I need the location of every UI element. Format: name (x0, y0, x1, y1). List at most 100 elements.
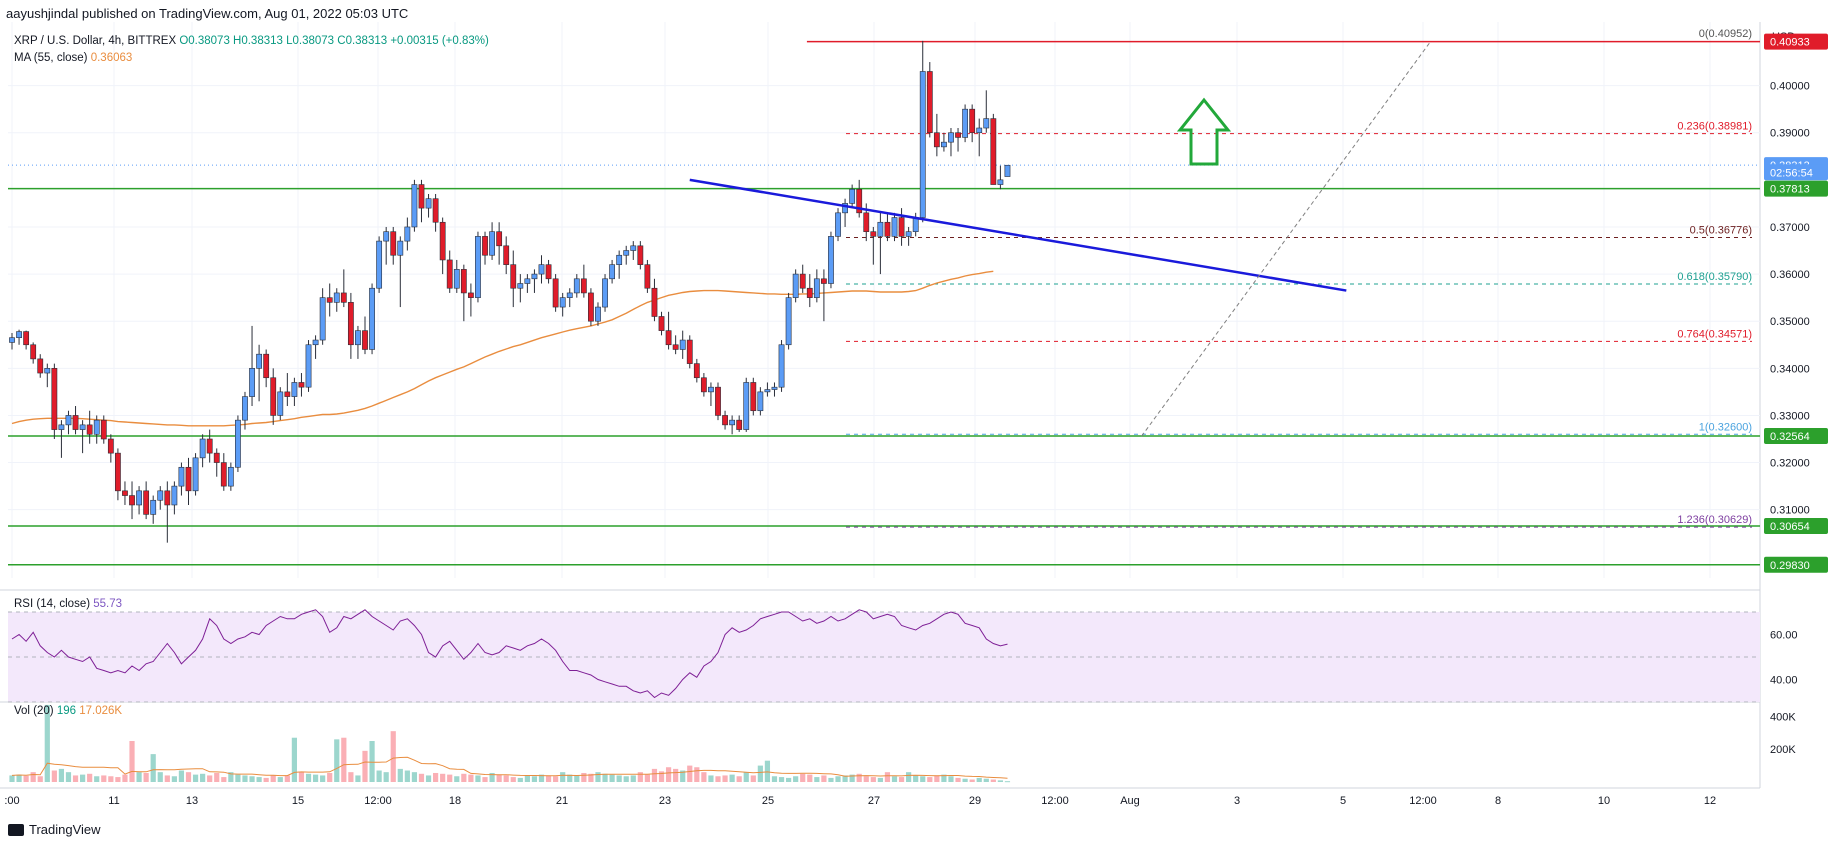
vol-value-1: 196 (56, 705, 77, 717)
candle-body (242, 396, 248, 421)
volume-bar (270, 775, 276, 782)
time-tick-label: 27 (868, 795, 880, 807)
volume-bar (221, 777, 227, 782)
fib-level-label: 0(0.40952) (1699, 28, 1752, 40)
candle-body (588, 292, 594, 322)
candle-body (538, 264, 545, 275)
candle-body (93, 419, 100, 435)
volume-bar (327, 772, 333, 782)
candle-body (778, 344, 785, 388)
volume-bar (369, 741, 375, 782)
time-tick-label: 13 (186, 795, 198, 807)
volume-bar (185, 772, 192, 782)
volume-bar (680, 770, 686, 782)
volume-bar (348, 772, 354, 782)
volume-bar (277, 777, 283, 782)
volume-bar (778, 777, 785, 782)
rsi-legend: RSI (14, close) 55.73 (14, 598, 122, 610)
volume-bar (51, 770, 57, 782)
candle-body (976, 127, 983, 134)
ma-layer (11, 270, 994, 427)
candle-body (686, 339, 693, 364)
candle-body (503, 245, 510, 265)
candle-body (150, 499, 157, 515)
volume-bar (969, 779, 975, 782)
rsi-label: RSI (14, close) (14, 598, 91, 610)
price-tick-label: 0.37000 (1770, 222, 1810, 234)
volume-bar (101, 775, 107, 782)
candle-body (58, 424, 65, 430)
candle-body (602, 278, 608, 308)
candle-body (870, 231, 877, 237)
candle-body (722, 415, 728, 426)
fib-level-label: 1.236(0.30629) (1677, 514, 1752, 526)
candle-body (665, 330, 672, 346)
volume-bar (517, 777, 523, 782)
grid (0, 22, 1761, 789)
volume-bar (404, 770, 410, 782)
volume-bar (496, 774, 502, 782)
volume-bar (376, 770, 382, 782)
volume-bar (383, 772, 389, 782)
candle-body (326, 297, 333, 303)
candle-body (630, 245, 637, 251)
time-tick-label: 5 (1340, 795, 1346, 807)
candle-body (432, 198, 439, 223)
price-label-box (1764, 517, 1828, 534)
price-label-box (1764, 180, 1828, 197)
candle-body (446, 259, 453, 289)
candle-body (679, 339, 686, 350)
vol-layer (9, 704, 1011, 783)
volume-bar (623, 776, 629, 782)
candle-body (926, 71, 933, 134)
candle-body (213, 452, 220, 463)
ma-value: 0.36063 (90, 52, 133, 64)
volume-bar (842, 775, 848, 782)
time-tick-label: 8 (1495, 795, 1501, 807)
volume-bar (503, 775, 509, 782)
rsi-line (11, 609, 1008, 699)
vol-legend: Vol (20) 196 17.026K (14, 705, 122, 717)
volume-bar (898, 777, 905, 782)
volume-bar (207, 775, 213, 782)
candle-body (164, 490, 171, 506)
candle-body (757, 391, 764, 412)
price-legend: XRP / U.S. Dollar, 4h, BITTREX O0.38073 … (14, 35, 489, 47)
volume-bar (418, 773, 425, 782)
candle-body (566, 292, 573, 298)
volume-bar (16, 774, 22, 782)
candle-body (369, 287, 375, 350)
ma-line (11, 270, 994, 427)
volume-bar (1004, 781, 1011, 783)
vol-tick-label: 400K (1770, 711, 1796, 723)
ma-label: MA (55, close) (14, 52, 88, 64)
candle-body (362, 330, 368, 350)
volume-bar (997, 780, 1003, 782)
price-label-text: 0.37813 (1770, 184, 1810, 196)
candle-body (764, 389, 771, 393)
candle-body (510, 264, 517, 289)
candle-body (813, 278, 820, 298)
candle-body (651, 287, 658, 317)
volume-bar (355, 775, 361, 782)
volume-bar (786, 777, 792, 782)
price-tick-label: 0.35000 (1770, 316, 1810, 328)
volume-bar (694, 767, 700, 782)
volume-bar (764, 760, 771, 782)
volume-bar (722, 775, 728, 782)
volume-bar (983, 778, 989, 782)
volume-bar (390, 731, 396, 782)
volume-bar (976, 777, 982, 782)
volume-bar (65, 772, 72, 782)
fib-level-label: 0.5(0.36776) (1690, 225, 1752, 237)
volume-bar (955, 777, 961, 782)
candle-body (277, 391, 284, 416)
candle-body (700, 377, 707, 393)
candle-body (249, 368, 255, 397)
volume-bar (934, 775, 940, 782)
candle-body (122, 490, 128, 496)
candle-body (482, 236, 488, 256)
volume-bar (729, 774, 735, 782)
volume-bar (468, 774, 474, 782)
